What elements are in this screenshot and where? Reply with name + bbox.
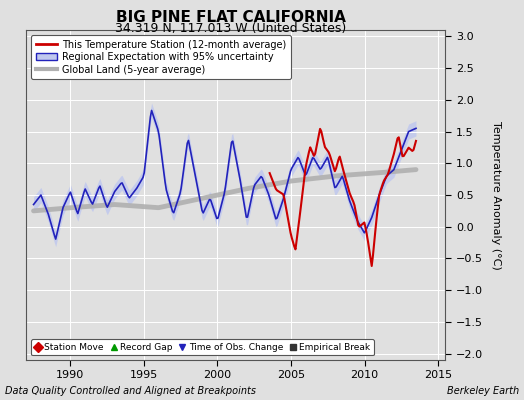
Text: Data Quality Controlled and Aligned at Breakpoints: Data Quality Controlled and Aligned at B…: [5, 386, 256, 396]
Y-axis label: Temperature Anomaly (°C): Temperature Anomaly (°C): [492, 121, 501, 269]
Text: BIG PINE FLAT CALIFORNIA: BIG PINE FLAT CALIFORNIA: [116, 10, 345, 25]
Legend: Station Move, Record Gap, Time of Obs. Change, Empirical Break: Station Move, Record Gap, Time of Obs. C…: [31, 339, 374, 356]
Text: Berkeley Earth: Berkeley Earth: [446, 386, 519, 396]
Text: 34.319 N, 117.013 W (United States): 34.319 N, 117.013 W (United States): [115, 22, 346, 35]
